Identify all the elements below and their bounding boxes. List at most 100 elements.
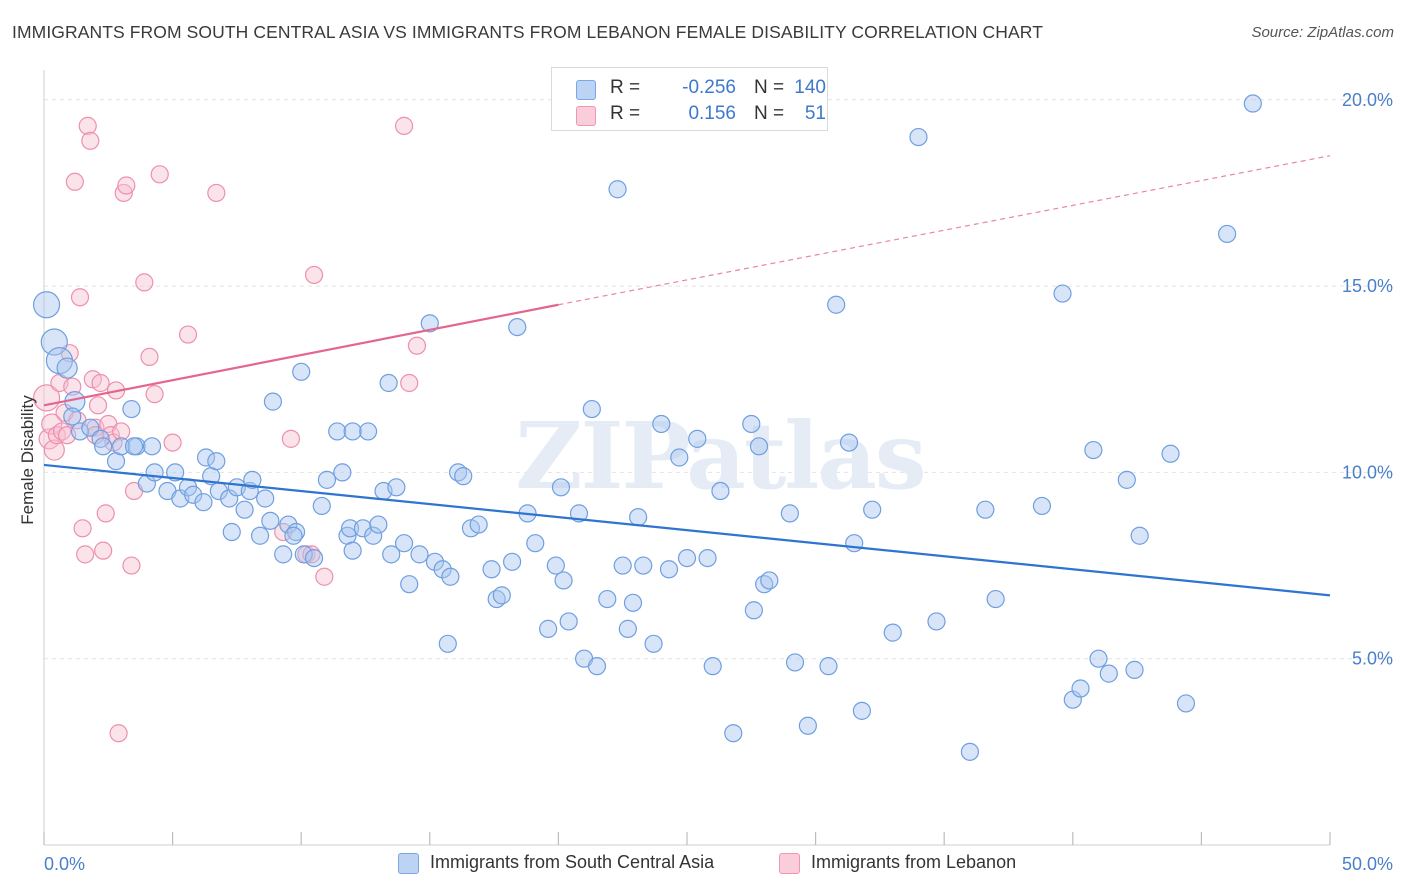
south-central-asia-point xyxy=(845,534,864,553)
lebanon-point xyxy=(281,429,301,448)
south-central-asia-point xyxy=(250,526,270,545)
south-central-asia-point xyxy=(629,508,648,527)
south-central-asia-point xyxy=(441,567,460,586)
south-central-asia-point xyxy=(780,504,799,523)
lebanon-point xyxy=(76,545,95,564)
south-central-asia-point xyxy=(986,589,1005,609)
lebanon-point xyxy=(304,265,324,285)
south-central-asia-point xyxy=(394,534,414,553)
south-central-asia-point xyxy=(618,619,637,638)
south-central-asia-point xyxy=(91,429,110,448)
lebanon-point xyxy=(73,519,92,538)
south-central-asia-point xyxy=(798,716,817,735)
south-central-asia-point xyxy=(353,519,373,538)
south-central-asia-point xyxy=(243,470,262,489)
south-central-asia-point xyxy=(400,575,419,594)
south-central-asia-point xyxy=(222,522,241,542)
chart-title: IMMIGRANTS FROM SOUTH CENTRAL ASIA VS IM… xyxy=(12,22,1043,42)
lebanon-point xyxy=(117,176,136,195)
lebanon-point xyxy=(394,116,414,135)
legend-label: Immigrants from South Central Asia xyxy=(430,852,715,872)
south-central-asia-point xyxy=(569,504,589,523)
south-central-asia-point xyxy=(317,470,337,489)
south-central-asia-point xyxy=(1218,224,1237,244)
south-central-asia-point xyxy=(508,317,527,337)
south-central-asia-point xyxy=(81,418,100,437)
source-label: Source: ZipAtlas.com xyxy=(1251,24,1394,41)
legend-r-value: -0.256 xyxy=(682,77,736,98)
south-central-asia-point xyxy=(379,373,398,393)
south-central-asia-point xyxy=(438,634,457,653)
south-central-asia-point xyxy=(312,496,331,516)
lebanon-point xyxy=(109,724,128,743)
south-central-asia-point xyxy=(284,526,303,545)
lebanon-point xyxy=(63,377,82,396)
south-central-asia-point xyxy=(1071,679,1090,698)
south-central-asia-point xyxy=(909,127,928,147)
south-central-asia-point xyxy=(608,180,627,199)
lebanon-point xyxy=(65,172,84,191)
lebanon-point xyxy=(122,556,141,575)
lebanon-point xyxy=(91,373,110,393)
south-central-asia-point xyxy=(749,437,769,456)
south-central-asia-point xyxy=(364,526,383,545)
y-tick-label: 15.0% xyxy=(1342,276,1393,296)
legend-n-value: 140 xyxy=(794,77,826,98)
south-central-asia-point xyxy=(546,556,565,575)
south-central-asia-point xyxy=(343,541,362,560)
lebanon-point xyxy=(140,347,159,366)
legend-label: Immigrants from Lebanon xyxy=(811,852,1017,872)
legend-n-label: N = xyxy=(754,77,785,98)
lebanon-point xyxy=(400,373,419,393)
lebanon-point xyxy=(41,413,63,435)
grid-lines xyxy=(44,99,1395,660)
south-central-asia-point xyxy=(526,534,545,553)
south-central-asia-point xyxy=(482,560,501,579)
y-tick-label: 5.0% xyxy=(1352,649,1393,669)
south-central-asia-point xyxy=(744,601,763,620)
lebanon-point xyxy=(114,183,133,203)
y-tick-labels: 5.0% 10.0% 15.0% 20.0% xyxy=(1342,90,1393,669)
south-central-asia-point xyxy=(863,500,882,519)
lebanon-point xyxy=(96,504,115,523)
lebanon-point xyxy=(70,288,90,307)
south-central-asia-point xyxy=(760,571,779,590)
south-central-asia-trend-line xyxy=(43,463,1331,597)
south-central-asia-point xyxy=(688,429,707,448)
lebanon-point xyxy=(207,183,226,203)
south-central-asia-point xyxy=(207,452,226,471)
south-central-asia-point xyxy=(927,612,946,631)
south-central-asia-point xyxy=(554,571,573,590)
south-central-asia-point xyxy=(587,657,607,676)
south-central-asia-point xyxy=(184,485,203,504)
trend-lines xyxy=(43,155,1331,597)
watermark: ZIPatlas xyxy=(515,402,924,510)
south-central-asia-point xyxy=(292,362,311,381)
south-central-asia-point xyxy=(711,481,730,501)
south-central-asia-point xyxy=(1125,660,1144,679)
lebanon-point xyxy=(94,541,113,560)
south-central-asia-point xyxy=(503,552,522,571)
south-central-asia-point xyxy=(819,657,838,676)
south-central-asia-point xyxy=(32,291,61,319)
south-central-asia-point xyxy=(40,328,68,356)
south-central-asia-point xyxy=(142,437,162,456)
south-central-asia-point xyxy=(623,593,643,612)
south-central-asia-point xyxy=(304,549,324,568)
lebanon-point xyxy=(88,396,108,415)
lebanon-point xyxy=(112,422,131,441)
legend-r-label: R = xyxy=(610,103,641,124)
south-central-asia-point xyxy=(433,560,452,579)
south-central-asia-point xyxy=(343,422,362,441)
south-central-asia-point xyxy=(454,467,473,486)
south-central-asia-point xyxy=(196,448,216,467)
south-central-asia-point xyxy=(582,399,601,419)
south-central-asia-point xyxy=(976,500,995,519)
legend-n-label: N = xyxy=(754,103,785,124)
lebanon-point xyxy=(150,165,169,184)
south-central-asia-point xyxy=(420,314,439,333)
south-central-asia-point xyxy=(274,545,293,564)
south-central-asia-point xyxy=(1176,694,1196,713)
legend-swatch-blue xyxy=(576,80,596,100)
